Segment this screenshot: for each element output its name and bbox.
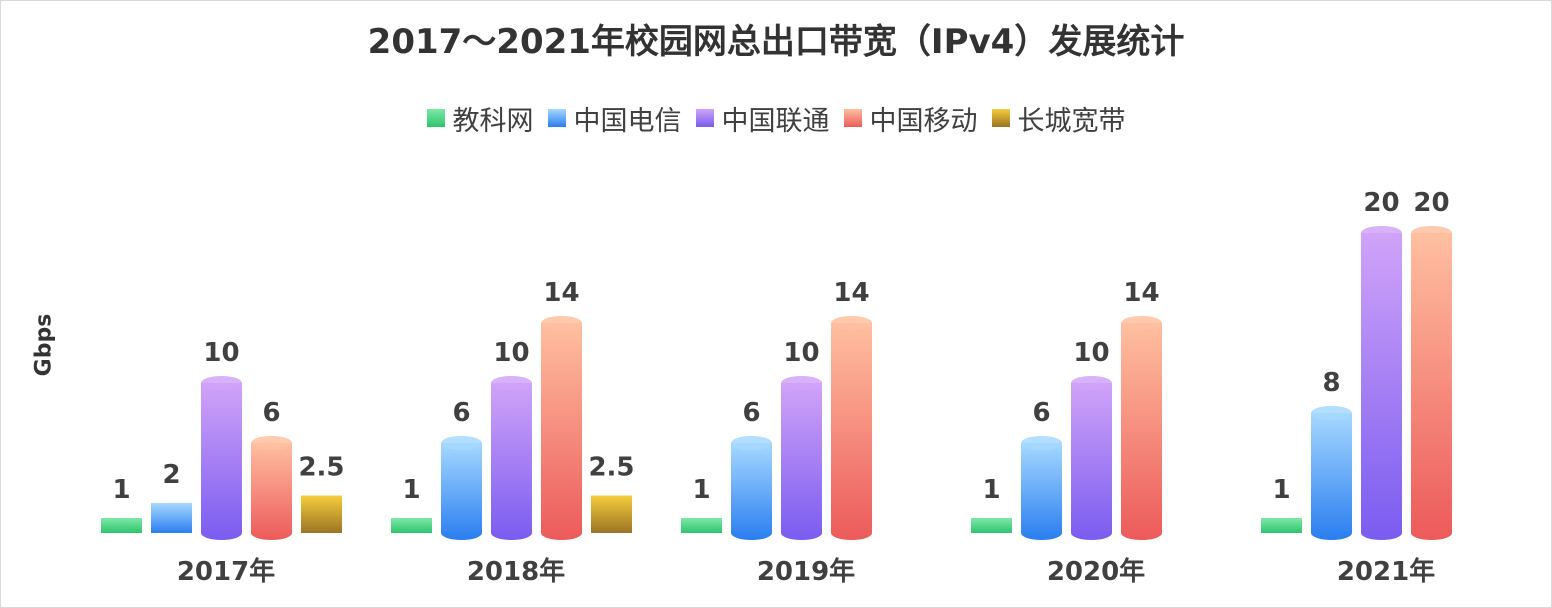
data-label: 6 bbox=[262, 398, 280, 428]
data-label: 1 bbox=[402, 475, 420, 505]
bar-cap bbox=[441, 436, 482, 450]
data-label: 20 bbox=[1413, 188, 1449, 218]
data-label: 2.5 bbox=[588, 453, 634, 483]
bar[interactable] bbox=[1021, 443, 1062, 540]
bar[interactable] bbox=[1311, 413, 1352, 540]
data-label: 6 bbox=[1032, 398, 1050, 428]
legend-swatch bbox=[991, 109, 1010, 127]
data-label: 10 bbox=[1073, 338, 1109, 368]
data-label: 10 bbox=[783, 338, 819, 368]
bar[interactable] bbox=[201, 383, 242, 540]
legend-item[interactable]: 教科网 bbox=[426, 99, 534, 138]
bar[interactable] bbox=[251, 443, 292, 540]
bar-cap bbox=[1411, 226, 1452, 240]
legend-swatch bbox=[695, 109, 714, 127]
bar-cap bbox=[1121, 316, 1162, 330]
bar[interactable] bbox=[541, 323, 582, 540]
legend-label: 中国电信 bbox=[573, 105, 682, 137]
legend-swatch bbox=[843, 109, 862, 127]
bar-cap bbox=[1021, 436, 1062, 450]
data-label: 14 bbox=[833, 278, 869, 308]
data-label: 1 bbox=[1272, 475, 1290, 505]
bar[interactable] bbox=[1411, 233, 1452, 540]
bar[interactable] bbox=[731, 443, 772, 540]
x-tick-label: 2020年 bbox=[1047, 556, 1145, 587]
legend-label: 长城宽带 bbox=[1017, 105, 1126, 137]
legend-swatch bbox=[547, 109, 566, 127]
bar-cap bbox=[541, 316, 582, 330]
x-tick-label: 2019年 bbox=[757, 556, 855, 587]
bar[interactable] bbox=[491, 383, 532, 540]
data-label: 8 bbox=[1322, 368, 1340, 398]
bar[interactable] bbox=[391, 518, 432, 533]
data-label: 1 bbox=[112, 475, 130, 505]
data-label: 10 bbox=[493, 338, 529, 368]
legend-item[interactable]: 中国联通 bbox=[695, 99, 830, 138]
bar-cap bbox=[1071, 376, 1112, 390]
bar-cap bbox=[1361, 226, 1402, 240]
legend-item[interactable]: 中国移动 bbox=[843, 99, 978, 138]
bar-cap bbox=[251, 436, 292, 450]
bar[interactable] bbox=[1361, 233, 1402, 540]
bar[interactable] bbox=[301, 495, 342, 534]
bar[interactable] bbox=[971, 518, 1012, 533]
bar-cap bbox=[781, 376, 822, 390]
data-label: 1 bbox=[692, 475, 710, 505]
data-label: 20 bbox=[1363, 188, 1399, 218]
bar[interactable] bbox=[1261, 518, 1302, 533]
legend-label: 教科网 bbox=[452, 105, 534, 137]
bar[interactable] bbox=[441, 443, 482, 540]
bar-cap bbox=[201, 376, 242, 390]
x-tick-label: 2018年 bbox=[467, 556, 565, 587]
bar[interactable] bbox=[591, 495, 632, 534]
data-label: 6 bbox=[742, 398, 760, 428]
x-tick-label: 2021年 bbox=[1337, 556, 1435, 587]
data-label: 2.5 bbox=[298, 453, 344, 483]
bar[interactable] bbox=[681, 518, 722, 533]
legend-item[interactable]: 长城宽带 bbox=[991, 99, 1126, 138]
legend: 教科网 中国电信 中国联通 中国移动 长城宽带 bbox=[0, 98, 1552, 138]
legend-item[interactable]: 中国电信 bbox=[547, 99, 682, 138]
data-label: 6 bbox=[452, 398, 470, 428]
data-label: 10 bbox=[203, 338, 239, 368]
bar[interactable] bbox=[831, 323, 872, 540]
data-label: 14 bbox=[1123, 278, 1159, 308]
x-tick-label: 2017年 bbox=[177, 556, 275, 587]
legend-swatch bbox=[426, 109, 445, 127]
bar[interactable] bbox=[151, 503, 192, 533]
bar-cap bbox=[831, 316, 872, 330]
data-label: 14 bbox=[543, 278, 579, 308]
bar[interactable] bbox=[101, 518, 142, 533]
chart-title: 2017～2021年校园网总出口带宽（IPv4）发展统计 bbox=[367, 22, 1185, 62]
data-label: 2 bbox=[162, 460, 180, 490]
data-label: 1 bbox=[982, 475, 1000, 505]
bar[interactable] bbox=[1071, 383, 1112, 540]
bar-cap bbox=[1311, 406, 1352, 420]
bar-cap bbox=[491, 376, 532, 390]
bar[interactable] bbox=[1121, 323, 1162, 540]
bar[interactable] bbox=[781, 383, 822, 540]
legend-label: 中国联通 bbox=[721, 105, 830, 137]
legend-label: 中国移动 bbox=[869, 105, 978, 137]
bar-cap bbox=[731, 436, 772, 450]
